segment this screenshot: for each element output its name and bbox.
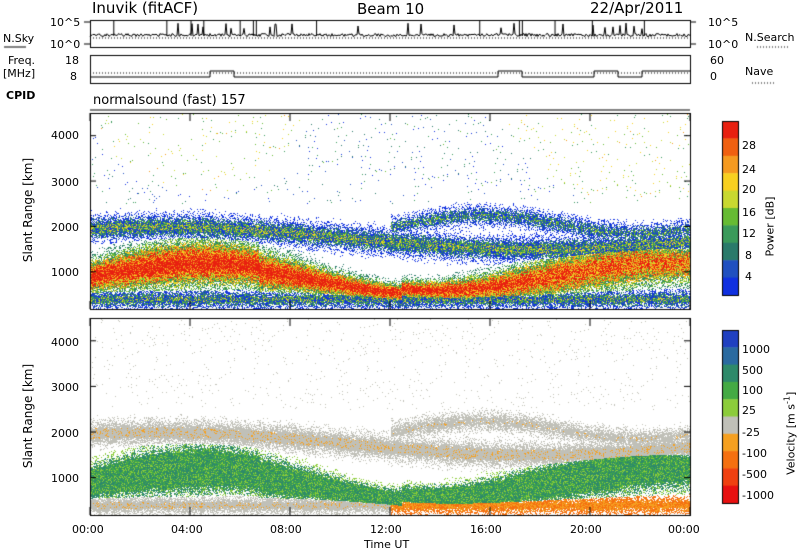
power-cbar-tick-24: 24	[742, 163, 756, 176]
date-title: 22/Apr/2011	[590, 0, 684, 17]
xtick-4: 16:00	[470, 523, 502, 536]
xtick-2: 08:00	[270, 523, 302, 536]
freq-left-tick-top: 18	[65, 54, 79, 67]
power-cbar-tick-4: 4	[745, 270, 752, 283]
xtick-1: 04:00	[171, 523, 203, 536]
vel-cbar-tick-minus1000: -1000	[742, 489, 774, 502]
power-ytick-4000: 4000	[51, 129, 79, 142]
velocity-ytick-2000: 2000	[51, 427, 79, 440]
noise-left-tick-bottom: 10^0	[50, 38, 81, 51]
freq-unit-label: [MHz]	[3, 67, 36, 80]
xtick-6: 00:00	[668, 523, 700, 536]
velocity-cbar-label: Velocity [m s-1]	[782, 391, 798, 475]
vel-cbar-tick-1000: 1000	[742, 343, 770, 356]
power-cbar-tick-16: 16	[742, 206, 756, 219]
freq-right-tick-bottom: 0	[710, 70, 717, 83]
power-ylabel: Slant Range [km]	[21, 157, 35, 263]
vel-cbar-tick-25: 25	[742, 404, 756, 417]
power-cbar-tick-20: 20	[742, 183, 756, 196]
xlabel: Time UT	[364, 538, 410, 551]
velocity-ytick-3000: 3000	[51, 381, 79, 394]
vel-cbar-tick-500: 500	[742, 364, 763, 377]
power-ytick-2000: 2000	[51, 221, 79, 234]
power-cbar-tick-28: 28	[742, 139, 756, 152]
xtick-0: 00:00	[72, 523, 104, 536]
vel-cbar-tick-minus25: -25	[742, 426, 760, 439]
beam-title: Beam 10	[357, 0, 425, 18]
power-ytick-3000: 3000	[51, 176, 79, 189]
vel-cbar-tick-100: 100	[742, 384, 763, 397]
noise-right-tick-top: 10^5	[708, 16, 739, 29]
nsky-label: N.Sky	[3, 32, 35, 45]
vel-cbar-tick-minus100: -100	[742, 447, 767, 460]
cpid-label: CPID	[6, 89, 36, 102]
noise-right-tick-bottom: 10^0	[708, 38, 739, 51]
freq-left-tick-bottom: 8	[70, 70, 77, 83]
freq-right-tick-top: 60	[710, 54, 724, 67]
velocity-ytick-1000: 1000	[51, 472, 79, 485]
power-cbar-label: Power [dB]	[763, 196, 777, 257]
xtick-3: 12:00	[370, 523, 402, 536]
nsearch-label: N.Search	[745, 31, 795, 44]
velocity-ytick-4000: 4000	[51, 336, 79, 349]
power-cbar-tick-12: 12	[742, 227, 756, 240]
power-cbar-tick-8: 8	[745, 249, 752, 262]
freq-label: Freq.	[8, 54, 36, 67]
power-ytick-1000: 1000	[51, 266, 79, 279]
noise-left-tick-top: 10^5	[50, 16, 81, 29]
vel-cbar-tick-minus500: -500	[742, 468, 767, 481]
velocity-ylabel: Slant Range [km]	[21, 363, 35, 469]
station-title: Inuvik (fitACF)	[92, 0, 199, 17]
xtick-5: 20:00	[570, 523, 602, 536]
cpid-text: normalsound (fast) 157	[93, 93, 246, 108]
nave-label: Nave	[745, 65, 774, 78]
